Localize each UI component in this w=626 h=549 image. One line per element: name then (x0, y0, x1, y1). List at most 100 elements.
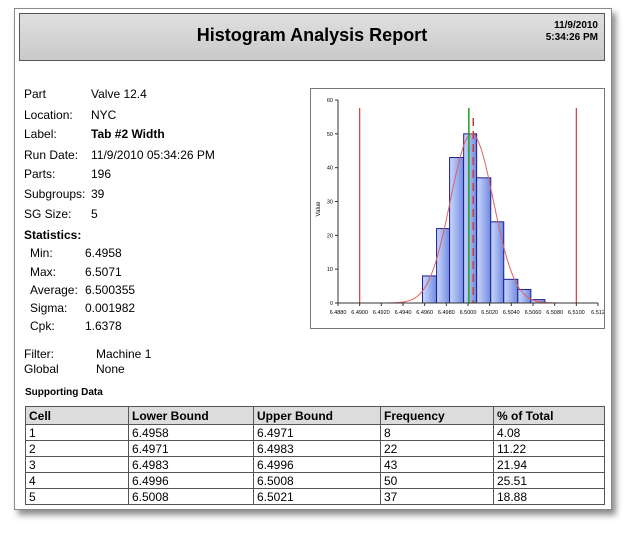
report-header: Histogram Analysis Report 11/9/2010 5:34… (19, 13, 605, 61)
histogram-svg: 0 10 20 30 40 50 60 6.4880 6.4900 6.4920 6.4940 6.4… (316, 98, 604, 316)
table-cell: 3 (25, 456, 129, 473)
global-label: Global (24, 362, 59, 376)
stat-value: 0.001982 (85, 301, 136, 315)
y-axis-label: Value (316, 201, 322, 217)
histogram-bar (463, 133, 478, 304)
column-header: % of Total (493, 406, 605, 425)
table-cell: 6.4958 (128, 424, 254, 441)
stat-label: Sigma: (30, 301, 68, 315)
table-cell: 6.4971 (128, 440, 254, 457)
histogram-bar (422, 275, 438, 304)
stat-label: Max: (30, 265, 57, 279)
x-tick-label: 6.4940 (395, 310, 412, 316)
table-row: 4 6.4996 6.5008 50 25.51 (25, 472, 605, 489)
page-title: Histogram Analysis Report (196, 25, 428, 45)
x-tick-label: 6.4980 (438, 310, 455, 316)
column-header: Lower Bound (128, 406, 254, 425)
y-tick-label: 40 (327, 166, 333, 172)
x-tick-label: 6.4880 (330, 310, 347, 316)
table-header-row: Cell Lower Bound Upper Bound Frequency %… (25, 406, 605, 425)
histogram-bar (436, 228, 451, 304)
y-tick-label: 20 (327, 233, 333, 239)
table-body: 1 6.4958 6.4971 8 4.08 2 6.4971 6.4983 22 11.22 3 6… (25, 424, 605, 505)
y-tick-label: 60 (327, 98, 333, 104)
table-cell: 11.22 (493, 440, 605, 457)
statistics-heading: Statistics: (24, 228, 82, 242)
report-page: Histogram Analysis Report 11/9/2010 5:34… (14, 8, 612, 510)
stat-value: 6.4958 (85, 246, 122, 260)
report-date: 11/9/2010 (554, 20, 598, 31)
table-row: 5 6.5008 6.5021 37 18.88 (25, 488, 605, 505)
table-cell: 6.5008 (128, 488, 254, 505)
x-tick-label: 6.5100 (568, 310, 585, 316)
table-cell: 18.88 (493, 488, 605, 505)
table-cell: 22 (380, 440, 494, 457)
info-value: Valve 12.4 (91, 87, 147, 101)
filter-value: Machine 1 (96, 347, 152, 361)
info-value: Tab #2 Width (91, 127, 165, 141)
info-label: Parts: (24, 167, 56, 181)
table-cell: 6.4971 (253, 424, 381, 441)
table-cell: 8 (380, 424, 494, 441)
x-tick-label: 6.5020 (481, 310, 498, 316)
x-tick-label: 6.4920 (373, 310, 390, 316)
stat-value: 6.500355 (85, 283, 136, 297)
y-tick-label: 10 (327, 267, 333, 273)
column-header: Frequency (380, 406, 494, 425)
x-tick-label: 6.5000 (460, 310, 477, 316)
table-cell: 4 (25, 472, 129, 489)
histogram-bar (517, 288, 532, 304)
column-header: Cell (25, 406, 129, 425)
table-cell: 6.4996 (128, 472, 254, 489)
stat-label: Min: (30, 246, 53, 260)
global-value: None (96, 362, 125, 376)
table-row: 2 6.4971 6.4983 22 11.22 (25, 440, 605, 457)
info-value: 5 (91, 207, 98, 221)
table-cell: 6.4983 (128, 456, 254, 473)
stat-label: Cpk: (30, 319, 55, 333)
table-cell: 6.5021 (253, 488, 381, 505)
table-cell: 25.51 (493, 472, 605, 489)
x-tick-label: 6.5060 (525, 310, 542, 316)
info-label: SG Size: (24, 207, 72, 221)
y-tick-label: 30 (327, 200, 333, 206)
stat-value: 6.5071 (85, 265, 122, 279)
table-cell: 37 (380, 488, 494, 505)
report-timestamp: 11/9/2010 5:34:26 PM (546, 20, 598, 44)
table-cell: 6.5008 (253, 472, 381, 489)
info-value: 39 (91, 187, 105, 201)
table-cell: 43 (380, 456, 494, 473)
table-cell: 50 (380, 472, 494, 489)
table-cell: 21.94 (493, 456, 605, 473)
y-tick-label: 50 (327, 132, 333, 138)
histogram-bar (476, 177, 492, 304)
info-value: 196 (91, 167, 112, 181)
stat-label: Average: (30, 283, 78, 297)
table-row: 3 6.4983 6.4996 43 21.94 (25, 456, 605, 473)
y-tick-label: 0 (330, 301, 333, 307)
x-tick-label: 6.5080 (546, 310, 563, 316)
supporting-data-title: Supporting Data (25, 387, 103, 398)
info-label: Label: (24, 127, 57, 141)
filter-label: Filter: (24, 347, 54, 361)
histogram-bar (449, 157, 465, 304)
x-tick-label: 6.4900 (351, 310, 368, 316)
report-time: 5:34:26 PM (545, 32, 598, 43)
table-cell: 6.4996 (253, 456, 381, 473)
column-header: Upper Bound (253, 406, 381, 425)
supporting-data-table: Cell Lower Bound Upper Bound Frequency %… (25, 406, 605, 505)
x-tick-label: 6.5040 (503, 310, 520, 316)
table-cell: 2 (25, 440, 129, 457)
table-cell: 6.4983 (253, 440, 381, 457)
x-tick-label: 6.512 (591, 310, 604, 316)
histogram-bar (490, 221, 505, 304)
table-cell: 4.08 (493, 424, 605, 441)
info-value: NYC (91, 108, 117, 122)
table-row: 1 6.4958 6.4971 8 4.08 (25, 424, 605, 441)
info-label: Location: (24, 108, 73, 122)
histogram-chart: 0 10 20 30 40 50 60 6.4880 6.4900 6.4920 6.4940 6.4… (310, 88, 605, 329)
table-cell: 1 (25, 424, 129, 441)
info-label: Run Date: (24, 148, 79, 162)
info-label: Part (24, 87, 47, 101)
stat-value: 1.6378 (85, 319, 122, 333)
